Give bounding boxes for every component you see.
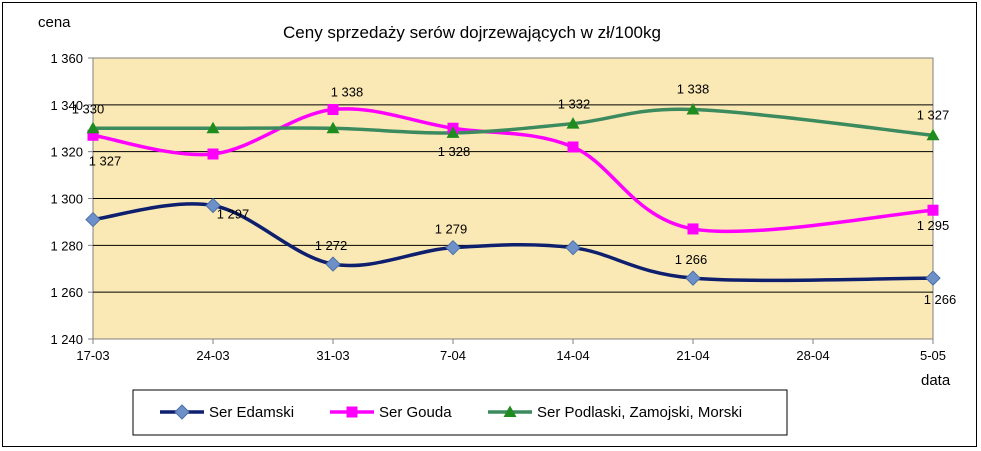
series-markers [85, 103, 941, 286]
y-tick-label: 1 340 [50, 98, 83, 113]
data-label: 1 330 [72, 101, 105, 116]
data-label: 1 332 [558, 97, 591, 112]
data-point-marker [205, 197, 221, 214]
data-point-marker [687, 223, 699, 235]
data-label: 1 266 [924, 292, 957, 307]
data-point-marker [325, 256, 341, 272]
data-point-marker [326, 121, 340, 134]
y-tick-label: 1 280 [50, 238, 83, 253]
data-label: 1 338 [331, 85, 364, 100]
data-point-marker [86, 121, 100, 134]
x-tick-label: 14-04 [556, 348, 589, 363]
y-tick-label: 1 360 [50, 51, 83, 66]
legend-marker [346, 406, 358, 418]
data-label: 1 297 [217, 207, 250, 222]
x-tick-label: 31-03 [316, 348, 349, 363]
y-tick-label: 1 260 [50, 285, 83, 300]
x-axis-title: data [921, 372, 951, 389]
data-point-marker [925, 270, 941, 286]
legend-label: Ser Gouda [379, 404, 452, 421]
data-label: 1 272 [315, 238, 348, 253]
data-labels: 1 297 1 272 1 279 1 266 1 266 1 327 1 338 1 295… [72, 82, 957, 308]
y-axis-title: cena [38, 14, 71, 31]
data-label: 1 328 [438, 144, 471, 159]
data-point-marker [685, 270, 701, 286]
data-point-marker [446, 126, 460, 138]
x-axis: 17-03 24-03 31-03 7-04 14-04 21-04 28-04 5-05 [76, 339, 946, 363]
x-tick-label: 21-04 [676, 348, 709, 363]
y-tick-label: 1 300 [50, 192, 83, 207]
legend: Ser Edamski Ser Gouda Ser Podlaski, Zamojs… [160, 404, 742, 421]
y-tick-label: 1 320 [50, 145, 83, 160]
x-tick-label: 28-04 [796, 348, 829, 363]
legend-box [132, 389, 788, 436]
chart-title: Ceny sprzedaży serów dojrzewających w zł… [283, 23, 661, 42]
legend-label: Ser Edamski [209, 404, 294, 421]
x-tick-label: 5-05 [920, 348, 946, 363]
data-point-marker [686, 103, 700, 115]
x-tick-label: 17-03 [76, 348, 109, 363]
x-tick-label: 24-03 [196, 348, 229, 363]
data-point-marker [445, 239, 461, 256]
data-label: 1 327 [89, 153, 122, 168]
data-point-marker [927, 204, 939, 216]
data-point-marker [565, 239, 581, 256]
data-point-marker [566, 117, 580, 129]
x-tick-label: 7-04 [440, 348, 466, 363]
y-axis: 1 240 1 260 1 280 1 300 1 320 1 340 1 360 [50, 51, 93, 347]
data-point-marker [926, 128, 940, 141]
data-point-marker [207, 148, 219, 160]
data-label: 1 338 [677, 82, 710, 97]
data-label: 1 266 [675, 252, 708, 267]
data-label: 1 327 [917, 107, 950, 122]
legend-marker [174, 404, 190, 420]
data-point-marker [85, 211, 101, 228]
y-tick-label: 1 240 [50, 332, 83, 347]
legend-marker [503, 405, 517, 417]
legend-label: Ser Podlaski, Zamojski, Morski [537, 404, 742, 421]
data-point-marker [206, 121, 220, 134]
data-label: 1 279 [435, 222, 468, 237]
data-label: 1 295 [917, 218, 950, 233]
data-point-marker [87, 129, 99, 141]
data-point-marker [327, 104, 339, 116]
data-point-marker [567, 141, 579, 153]
